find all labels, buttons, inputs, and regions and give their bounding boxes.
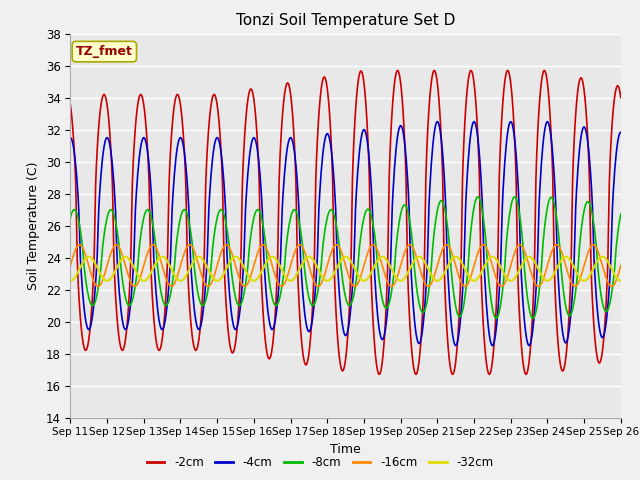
Legend: -2cm, -4cm, -8cm, -16cm, -32cm: -2cm, -4cm, -8cm, -16cm, -32cm	[142, 452, 498, 474]
Text: TZ_fmet: TZ_fmet	[76, 45, 132, 58]
Y-axis label: Soil Temperature (C): Soil Temperature (C)	[27, 161, 40, 290]
Title: Tonzi Soil Temperature Set D: Tonzi Soil Temperature Set D	[236, 13, 455, 28]
X-axis label: Time: Time	[330, 443, 361, 456]
